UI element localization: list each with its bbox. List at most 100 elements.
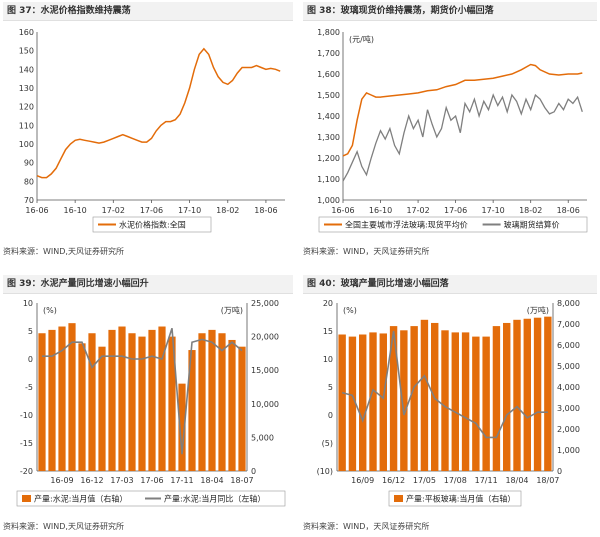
left-tick-label: 10 <box>323 355 333 364</box>
x-tick-label: 18/07 <box>536 476 559 485</box>
yoy-line <box>42 327 243 455</box>
bar <box>238 346 246 471</box>
x-tick-label: 17-06 <box>444 206 467 215</box>
right-tick-label: 20,000 <box>251 333 279 342</box>
left-tick-label: 5 <box>28 327 33 336</box>
left-unit-label: (%) <box>43 306 57 315</box>
right-tick-label: 15,000 <box>251 366 279 375</box>
x-tick-label: 16/12 <box>382 476 405 485</box>
x-tick-label: 16-06 <box>25 206 48 215</box>
panel-glass-price: 图 38：玻璃现货价维持震荡，期货价小幅回落 1,000 1,100 1,200 1,… <box>303 2 597 262</box>
right-unit-label: (万吨) <box>221 305 243 315</box>
bar <box>503 322 511 471</box>
bar <box>338 334 346 471</box>
y-tick-label: 1,700 <box>317 49 340 58</box>
cement-output-chart: -20 -15 -10 -5 0 5 10 0 5,000 10,000 15,000 20,000 2… <box>16 299 286 507</box>
series-line-0 <box>342 63 583 157</box>
bar <box>158 326 166 471</box>
right-tick-label: 0 <box>251 467 256 476</box>
bar <box>348 336 357 471</box>
bar <box>38 333 46 471</box>
left-tick-label: 20 <box>323 299 333 308</box>
legend-label: 产量:水泥:当月同比（左轴） <box>164 494 265 504</box>
x-tick-label: 17/05 <box>413 476 436 485</box>
x-tick-label: 17/11 <box>475 476 498 485</box>
x-tick-label: 17-06 <box>140 206 163 215</box>
left-tick-label: 5 <box>328 383 333 392</box>
right-tick-label: 4,000 <box>557 383 580 392</box>
x-tick-label: 16/09 <box>351 476 374 485</box>
x-tick-label: 18-07 <box>230 476 253 485</box>
y-tick-label: 1,600 <box>317 70 340 79</box>
right-tick-label: 8,000 <box>557 299 580 308</box>
bar <box>218 333 226 471</box>
legend-label: 产量:水泥:当月值（右轴） <box>34 494 127 504</box>
y-tick-label: 150 <box>19 47 34 56</box>
x-tick-label: 16-06 <box>331 206 354 215</box>
bar <box>523 318 531 471</box>
legend-label: 玻璃期货结算价 <box>504 220 560 230</box>
legend-box <box>92 216 212 233</box>
bar <box>98 346 106 471</box>
bar <box>359 334 367 471</box>
x-tick-label: 17/08 <box>444 476 467 485</box>
right-unit-label: (万吨) <box>527 305 549 315</box>
bar <box>472 336 480 471</box>
right-tick-label: 10,000 <box>251 400 279 409</box>
x-tick-label: 17-02 <box>406 206 429 215</box>
cement-price-chart: 70 80 90 100 110 120 130 140 150 160 16-06 16-10 17-… <box>19 28 285 233</box>
right-tick-label: 7,000 <box>557 320 580 329</box>
panel-glass-output: 图 40：玻璃产量同比增速小幅回落 (10) (5) 0 5 10 15 20 0 1,000 2… <box>303 275 597 535</box>
chart-title: 图 37：水泥价格指数维持震荡 <box>3 2 293 21</box>
y-tick-label: 110 <box>19 121 34 130</box>
bar <box>148 329 156 471</box>
right-tick-label: 25,000 <box>251 299 279 308</box>
x-tick-label: 17-11 <box>170 476 193 485</box>
legend-swatch <box>22 495 31 502</box>
bar <box>228 339 236 471</box>
chart-title: 图 39：水泥产量同比增速小幅回升 <box>3 275 293 294</box>
bar <box>492 326 501 471</box>
bar <box>88 333 96 471</box>
yoy-line <box>341 330 548 439</box>
left-tick-label: -5 <box>25 383 33 392</box>
left-tick-label: 15 <box>323 327 333 336</box>
bar <box>118 326 126 471</box>
bar <box>410 326 418 471</box>
bar <box>389 326 398 471</box>
y-tick-label: 140 <box>19 65 34 74</box>
glass-price-chart: 1,000 1,100 1,200 1,300 1,400 1,500 1,600 1,700… <box>317 28 588 233</box>
bar <box>178 383 186 471</box>
legend-label: 产量:平板玻璃:当月值（右轴） <box>406 494 515 504</box>
legend-label: 水泥价格指数:全国 <box>119 220 186 230</box>
bar <box>451 332 459 471</box>
right-tick-label: 1,000 <box>557 446 580 455</box>
y-tick-label: 1,100 <box>317 175 340 184</box>
y-tick-label: 90 <box>24 159 34 168</box>
y-tick-label: 1,300 <box>317 133 340 142</box>
x-tick-label: 18/04 <box>505 476 528 485</box>
left-unit-label: (%) <box>343 306 357 315</box>
left-tick-label: -20 <box>20 467 33 476</box>
bar <box>533 317 542 471</box>
legend-swatch <box>394 495 403 502</box>
right-tick-label: 5,000 <box>557 362 580 371</box>
x-tick-label: 18-02 <box>216 206 239 215</box>
bar <box>188 350 196 471</box>
x-tick-label: 18-06 <box>254 206 277 215</box>
source-note: 资料来源：WIND，天风证券研究所 <box>303 522 430 531</box>
bar <box>441 330 449 471</box>
y-tick-label: 160 <box>19 28 34 37</box>
y-tick-label: 1,800 <box>317 28 340 37</box>
left-tick-label: 0 <box>328 411 333 420</box>
legend-label: 全国主要城市浮法玻璃:现货平均价 <box>345 220 468 230</box>
bar <box>58 326 66 471</box>
bar <box>379 333 387 471</box>
x-tick-label: 16-10 <box>369 206 392 215</box>
panel-cement-price: 图 37：水泥价格指数维持震荡 70 80 90 100 110 120 130 140 150… <box>3 2 293 262</box>
y-tick-label: 100 <box>19 140 34 149</box>
bar <box>78 343 86 471</box>
bar <box>68 323 76 471</box>
y-tick-label: 1,400 <box>317 112 340 121</box>
bar <box>208 329 216 471</box>
